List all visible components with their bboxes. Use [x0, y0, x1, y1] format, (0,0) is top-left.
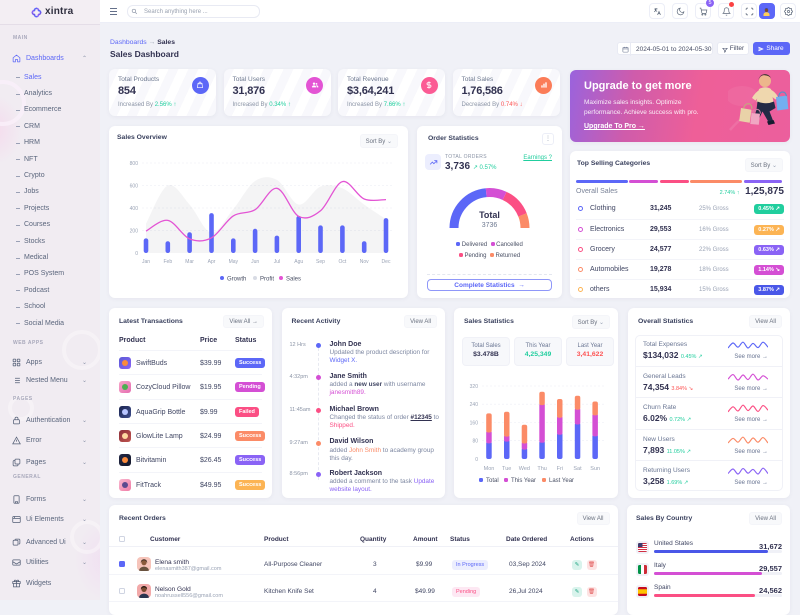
svg-text:Sun: Sun	[590, 466, 600, 472]
svg-text:Sales: Sales	[286, 277, 301, 283]
svg-text:Growth: Growth	[227, 277, 246, 283]
svg-text:Thu: Thu	[537, 466, 546, 472]
svg-text:800: 800	[130, 161, 139, 167]
svg-text:600: 600	[130, 184, 139, 190]
svg-text:Dec: Dec	[382, 259, 391, 265]
svg-text:0: 0	[475, 457, 478, 463]
svg-text:Fri: Fri	[557, 466, 563, 472]
svg-text:240: 240	[470, 402, 479, 408]
svg-text:Sat: Sat	[573, 466, 582, 472]
svg-text:200: 200	[130, 229, 139, 235]
svg-text:Mar: Mar	[185, 259, 194, 265]
svg-text:Total: Total	[486, 478, 499, 484]
svg-text:0: 0	[135, 251, 138, 257]
svg-text:Mon: Mon	[484, 466, 495, 472]
svg-text:This Year: This Year	[511, 478, 536, 484]
svg-text:Last Year: Last Year	[549, 478, 574, 484]
svg-text:Wed: Wed	[519, 466, 530, 472]
svg-text:80: 80	[472, 439, 478, 445]
svg-text:160: 160	[470, 421, 479, 427]
svg-text:Tue: Tue	[502, 466, 511, 472]
svg-text:Jul: Jul	[274, 259, 280, 265]
svg-text:Profit: Profit	[260, 277, 274, 283]
svg-text:400: 400	[130, 206, 139, 212]
svg-text:Apr: Apr	[208, 259, 216, 265]
svg-text:Oct: Oct	[339, 259, 347, 265]
svg-text:320: 320	[470, 384, 479, 390]
svg-text:Agu: Agu	[294, 259, 303, 265]
svg-text:Jan: Jan	[142, 259, 150, 265]
svg-text:Sep: Sep	[316, 259, 325, 265]
svg-text:Jun: Jun	[251, 259, 259, 265]
svg-text:May: May	[229, 259, 239, 265]
svg-text:Feb: Feb	[163, 259, 172, 265]
svg-text:Nov: Nov	[360, 259, 369, 265]
